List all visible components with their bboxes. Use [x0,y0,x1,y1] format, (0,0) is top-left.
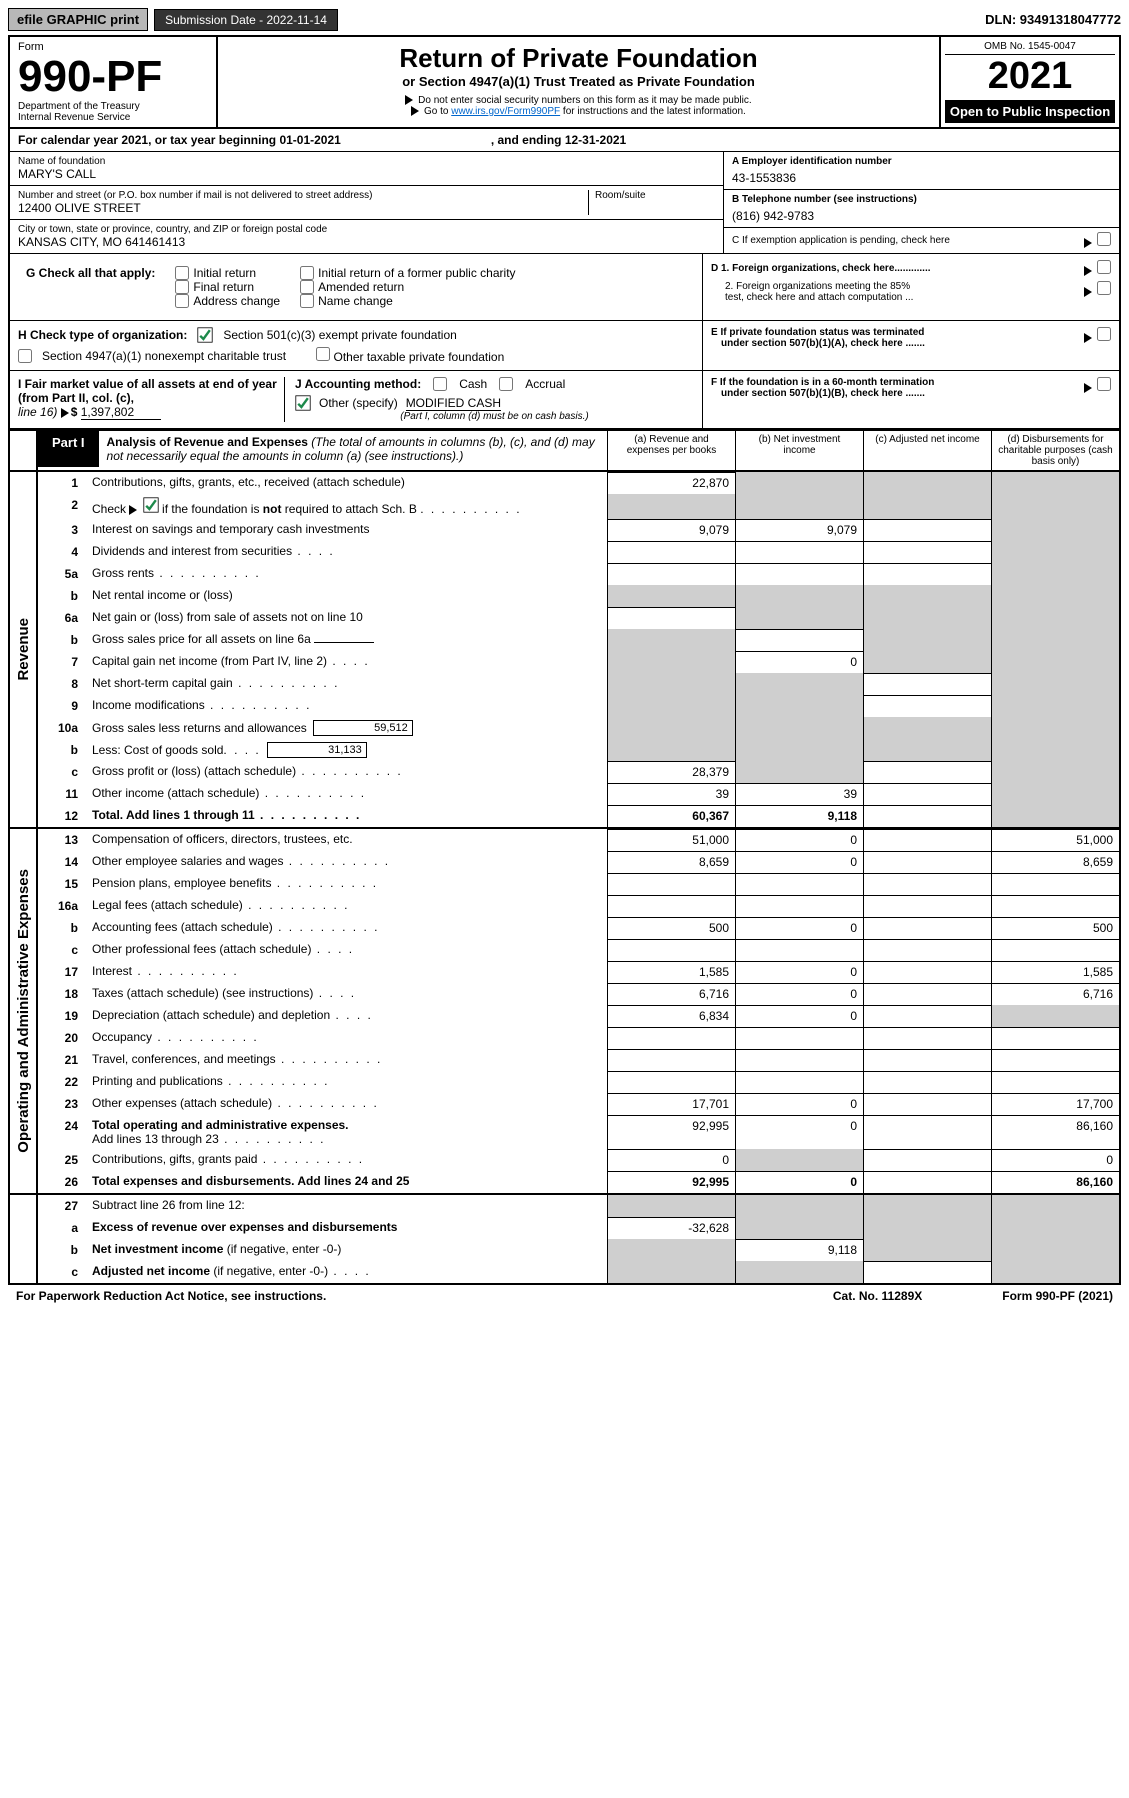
phone: (816) 942-9783 [732,209,1111,223]
omb: OMB No. 1545-0047 [945,41,1115,55]
g-initial-former[interactable] [300,266,314,280]
j-accrual-checkbox[interactable] [499,377,513,391]
calendar-year-row: For calendar year 2021, or tax year begi… [10,129,1119,152]
c-checkbox[interactable] [1097,232,1111,246]
street-address: 12400 OLIVE STREET [18,201,588,215]
section-i-j-f: I Fair market value of all assets at end… [10,371,1119,429]
g-initial-return[interactable] [175,266,189,280]
triangle-icon [411,106,419,116]
dept-1: Department of the Treasury [18,101,208,112]
expenses-section: Operating and Administrative Expenses 13… [10,829,1119,1195]
triangle-icon [1084,238,1092,248]
expenses-side-label: Operating and Administrative Expenses [15,869,32,1153]
revenue-section: Revenue 1Contributions, gifts, grants, e… [10,472,1119,829]
triangle-icon [129,505,137,515]
line-27-section: 27Subtract line 26 from line 12: aExcess… [10,1195,1119,1283]
submission-date: Submission Date - 2022-11-14 [154,9,338,31]
g-final-return[interactable] [175,280,189,294]
check-icon [197,327,213,343]
foundation-name-cell: Name of foundation MARY'S CALL [10,152,723,186]
dept-2: Internal Revenue Service [18,112,208,123]
triangle-icon [405,95,413,105]
efile-badge: efile GRAPHIC print [8,8,148,31]
footer-left: For Paperwork Reduction Act Notice, see … [16,1289,326,1303]
h-label: H Check type of organization: [18,328,187,342]
d2-checkbox[interactable] [1097,281,1111,295]
form-container: Form 990-PF Department of the Treasury I… [8,35,1121,1285]
j-cash-checkbox[interactable] [433,377,447,391]
triangle-icon [1084,287,1092,297]
i-label: I Fair market value of all assets at end… [18,377,277,405]
section-g-d: G Check all that apply: Initial return F… [10,254,1119,321]
col-c-header: (c) Adjusted net income [863,431,991,470]
room-label: Room/suite [595,190,715,201]
check-icon [295,395,311,411]
identity-block: Name of foundation MARY'S CALL Number an… [10,152,1119,254]
line-10b-box: 31,133 [267,742,367,758]
phone-cell: B Telephone number (see instructions) (8… [724,190,1119,228]
part-tab: Part I [38,431,99,467]
form-title: Return of Private Foundation [226,43,931,74]
triangle-icon [1084,266,1092,276]
instructions-link[interactable]: www.irs.gov/Form990PF [451,106,560,117]
page-footer: For Paperwork Reduction Act Notice, see … [8,1285,1121,1303]
triangle-icon [61,408,69,418]
note-2: Go to www.irs.gov/Form990PF for instruct… [226,106,931,117]
city-cell: City or town, state or province, country… [10,220,723,253]
part-1-grid: Part I Analysis of Revenue and Expenses … [10,429,1119,1283]
dln: DLN: 93491318047772 [985,12,1121,27]
triangle-icon [1084,333,1092,343]
g-address-change[interactable] [175,294,189,308]
foundation-name: MARY'S CALL [18,167,715,181]
f-checkbox[interactable] [1097,377,1111,391]
form-number: 990-PF [18,55,208,99]
fmv-amount: 1,397,802 [81,405,161,420]
check-icon [143,497,159,513]
e-checkbox[interactable] [1097,327,1111,341]
g-name-change[interactable] [300,294,314,308]
ein: 43-1553836 [732,171,1111,185]
tax-year: 2021 [945,55,1115,98]
h-other-checkbox[interactable] [316,347,330,361]
j-label: J Accounting method: [295,377,421,391]
part-title: Analysis of Revenue and Expenses (The to… [99,431,607,467]
revenue-side-label: Revenue [15,618,32,681]
city-state-zip: KANSAS CITY, MO 641461413 [18,235,715,249]
triangle-icon [1084,383,1092,393]
j-other-val: MODIFIED CASH [406,396,501,411]
footer-mid: Cat. No. 11289X [833,1289,922,1303]
top-bar: efile GRAPHIC print Submission Date - 20… [8,8,1121,31]
c-cell: C If exemption application is pending, c… [724,228,1119,253]
line-10a-box: 59,512 [313,720,413,736]
h-4947-checkbox[interactable] [18,349,32,363]
g-amended[interactable] [300,280,314,294]
footer-right: Form 990-PF (2021) [1002,1289,1113,1303]
col-b-header: (b) Net investment income [735,431,863,470]
col-d-header: (d) Disbursements for charitable purpose… [991,431,1119,470]
inspection-badge: Open to Public Inspection [945,100,1115,123]
col-a-header: (a) Revenue and expenses per books [607,431,735,470]
g-label: G Check all that apply: [26,266,155,280]
section-h-e: H Check type of organization: Section 50… [10,321,1119,371]
form-header: Form 990-PF Department of the Treasury I… [10,37,1119,129]
address-cell: Number and street (or P.O. box number if… [10,186,723,220]
note-1: Do not enter social security numbers on … [226,95,931,106]
form-subtitle: or Section 4947(a)(1) Trust Treated as P… [226,74,931,89]
d1-checkbox[interactable] [1097,260,1111,274]
ein-cell: A Employer identification number 43-1553… [724,152,1119,190]
